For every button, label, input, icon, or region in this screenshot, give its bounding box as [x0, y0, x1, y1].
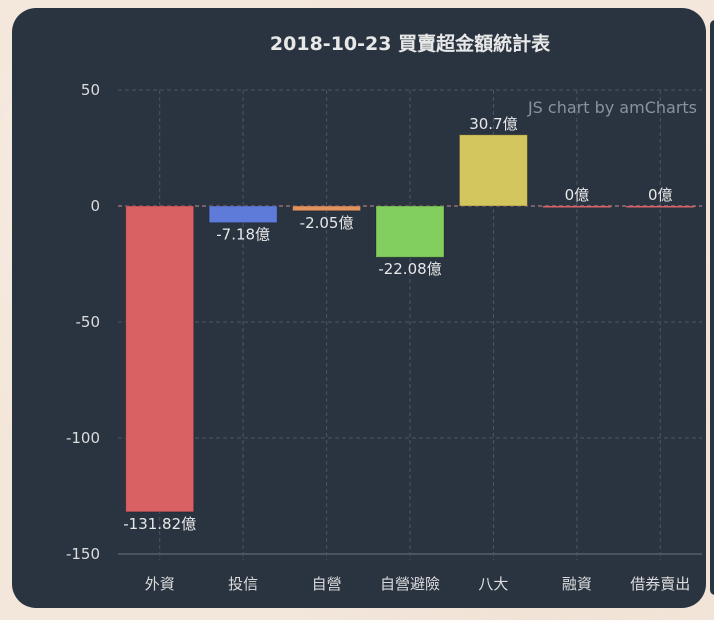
x-tick-label: 融資	[562, 575, 592, 593]
data-label: -131.82億	[123, 515, 196, 533]
adjacent-panel-edge	[710, 20, 714, 595]
x-tick-label: 自營避險	[380, 575, 440, 593]
bar[interactable]	[125, 205, 195, 513]
amcharts-credit[interactable]: JS chart by amCharts	[527, 98, 697, 117]
x-tick-label: 八大	[478, 575, 508, 593]
data-label: -2.05億	[300, 214, 354, 232]
bar[interactable]	[208, 205, 278, 224]
chart-title: 2018-10-23 買賣超金額統計表	[270, 32, 551, 55]
x-tick-label: 自營	[312, 575, 342, 593]
data-label: 0億	[648, 186, 673, 204]
data-label: 0億	[565, 186, 590, 204]
bar[interactable]	[542, 206, 611, 208]
x-tick-label: 借券賣出	[630, 575, 690, 593]
bar[interactable]	[375, 205, 445, 258]
x-tick-label: 外資	[145, 575, 175, 593]
data-label: 30.7億	[469, 115, 517, 133]
bar[interactable]	[292, 205, 362, 212]
y-tick-label: 50	[81, 81, 100, 99]
y-tick-label: -50	[76, 313, 101, 331]
data-label: -7.18億	[216, 226, 270, 244]
x-tick-label: 投信	[228, 575, 258, 593]
bar[interactable]	[626, 206, 695, 208]
bar[interactable]	[458, 134, 528, 207]
data-label: -22.08億	[378, 260, 441, 278]
y-tick-label: 0	[90, 197, 100, 215]
y-tick-label: -150	[66, 545, 100, 563]
y-tick-label: -100	[66, 429, 100, 447]
